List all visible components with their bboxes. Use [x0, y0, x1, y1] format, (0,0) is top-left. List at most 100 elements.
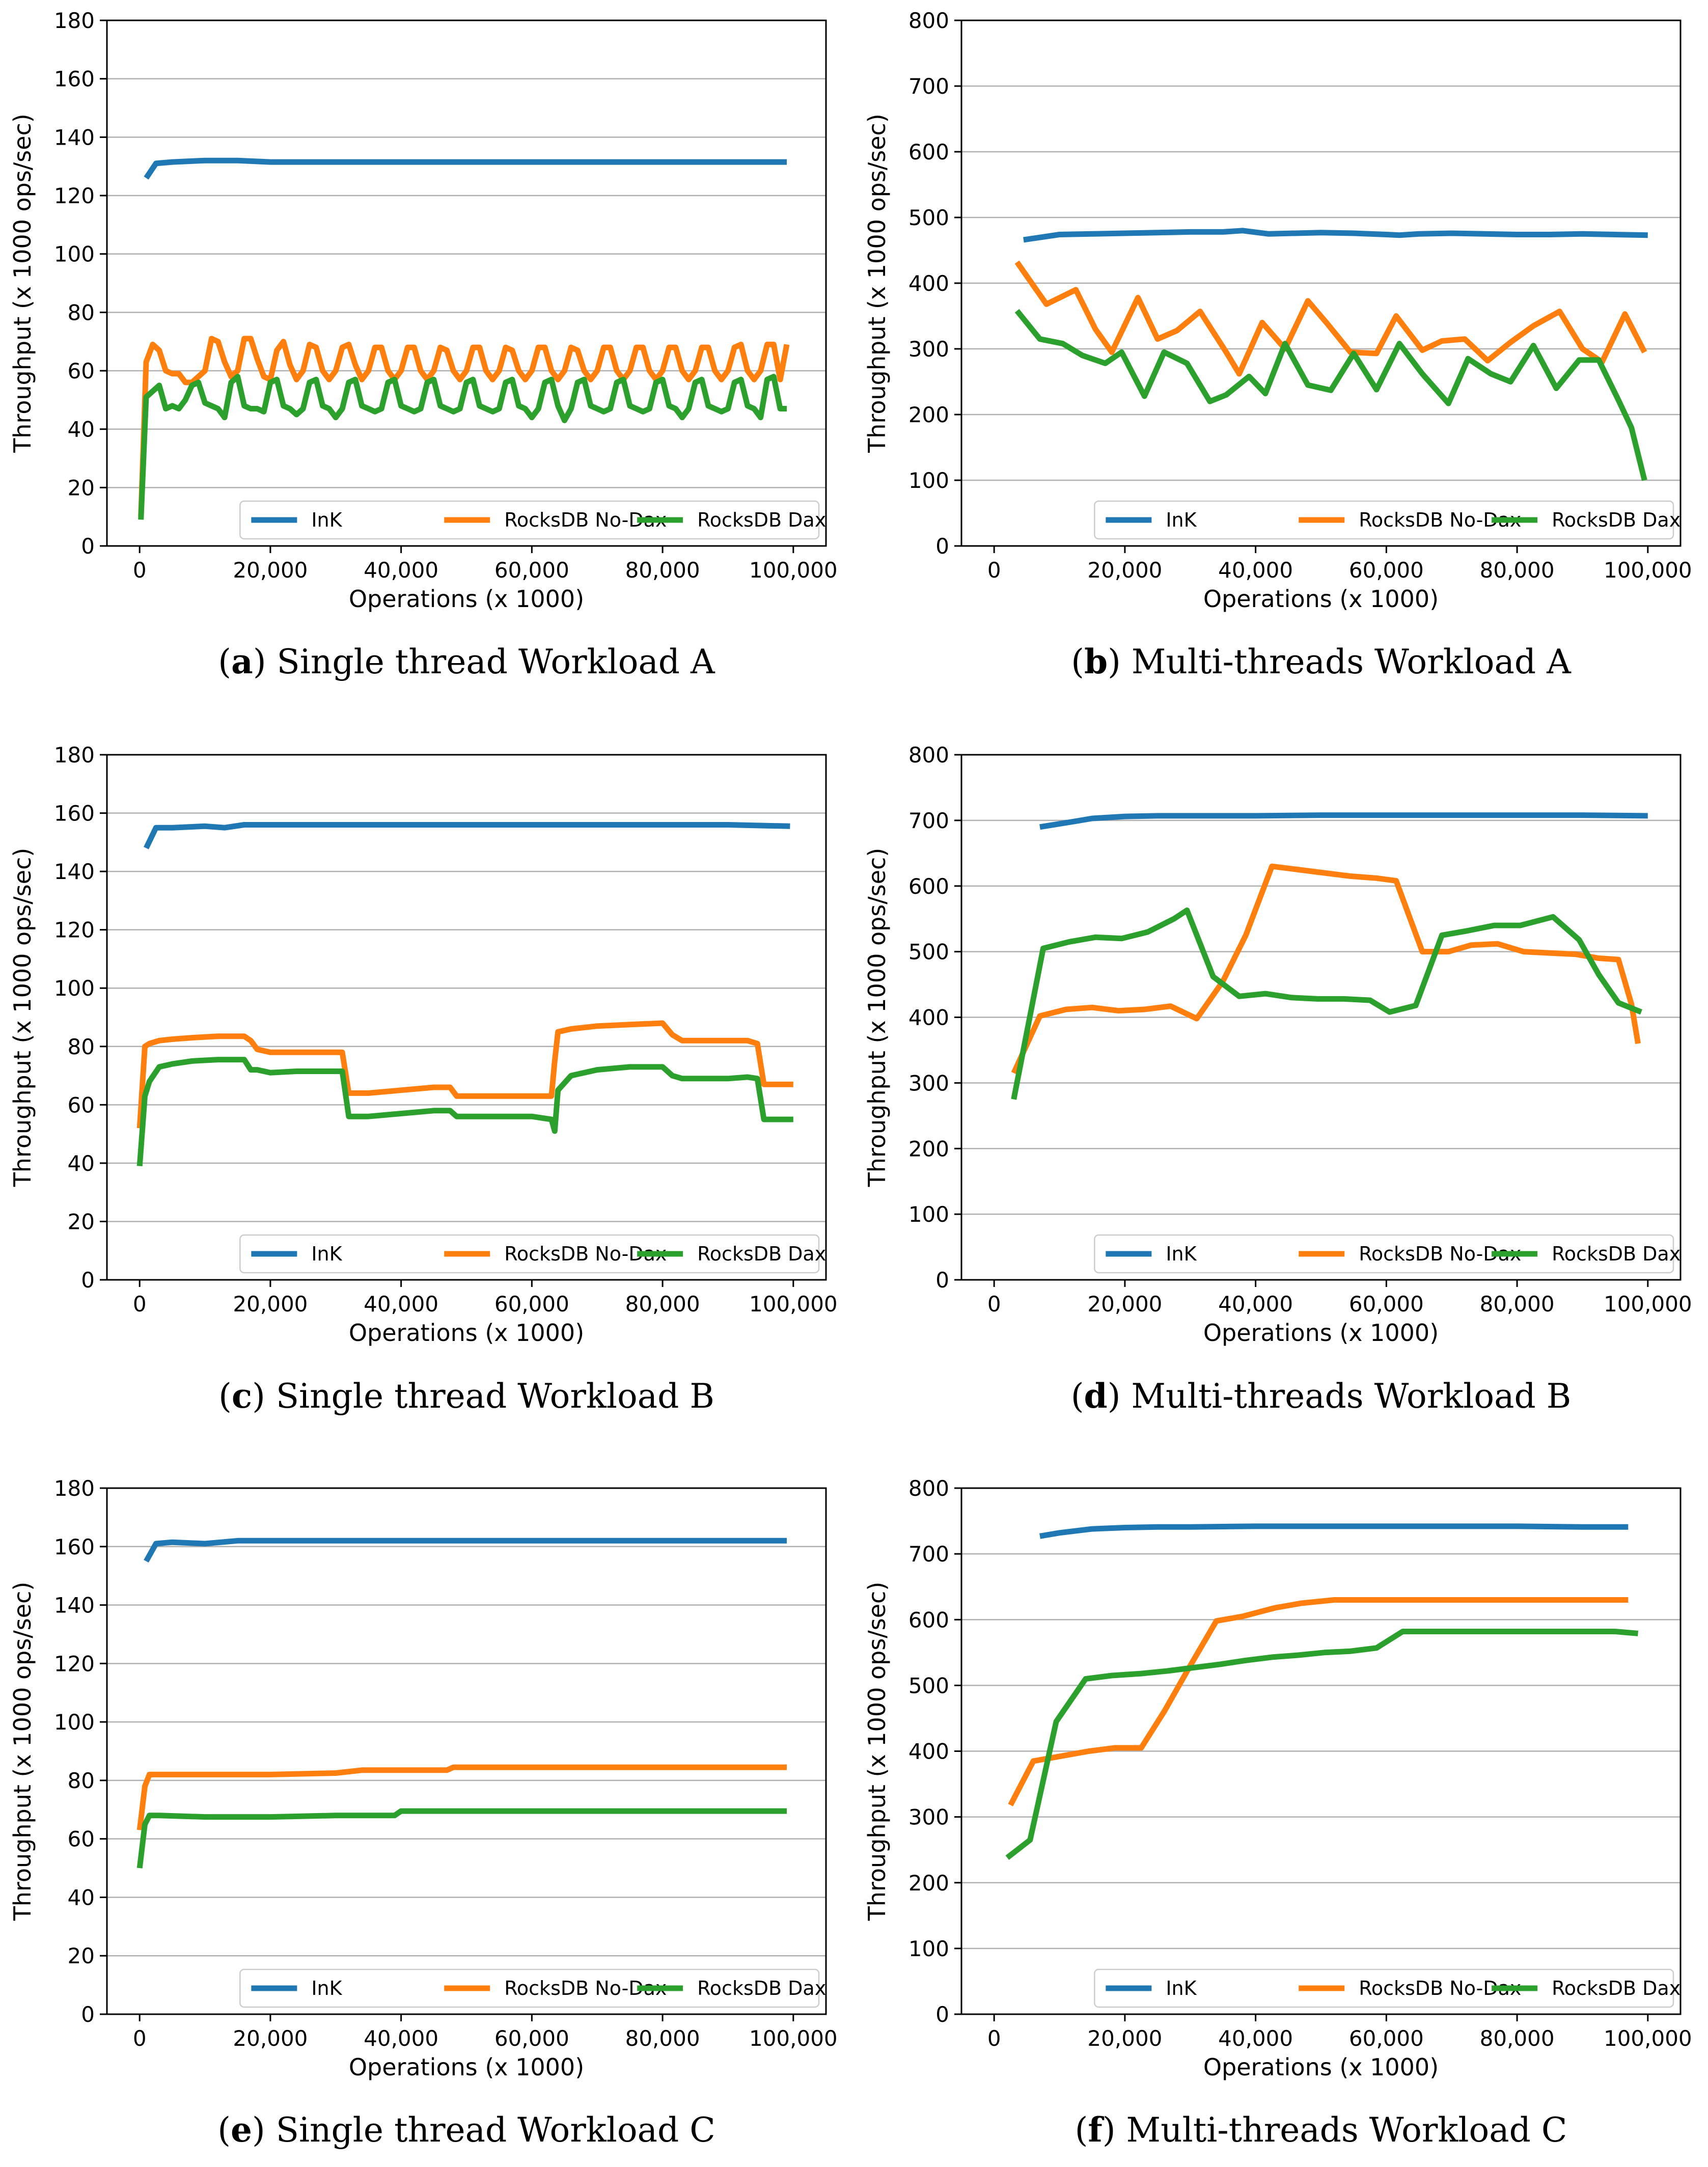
legend-label: InK	[1166, 509, 1197, 531]
y-tick-label: 60	[68, 359, 95, 383]
y-tick-label: 300	[908, 1805, 949, 1830]
chart-panel-f: 0 100 200 300 400 500 600 700 800 0 20,000 40,000 60…	[863, 1476, 1692, 2150]
x-tick-label: 20,000	[233, 2026, 308, 2051]
caption-paren: (	[217, 2110, 231, 2150]
legend-box	[1094, 1234, 1674, 1274]
caption-text: ) Single thread Workload C	[252, 2110, 715, 2150]
y-tick-label: 500	[908, 940, 949, 965]
y-tick-label: 20	[68, 1943, 95, 1968]
plot-frame	[106, 1487, 827, 2015]
legend-label: RocksDB Dax	[697, 509, 826, 531]
legend-label: RocksDB Dax	[1552, 509, 1681, 531]
legend-label: RocksDB Dax	[1552, 1243, 1681, 1265]
legend-label: InK	[311, 509, 342, 531]
y-tick-label: 180	[54, 8, 95, 33]
y-tick-label: 400	[908, 1739, 949, 1764]
y-tick-label: 100	[54, 242, 95, 267]
x-axis-label: Operations (x 1000)	[1203, 2053, 1439, 2081]
legend-label: RocksDB Dax	[1552, 1977, 1681, 1999]
legend-box	[1094, 1968, 1674, 2008]
y-tick-label: 0	[81, 1268, 95, 1293]
series-line-rocksdb-dax	[138, 374, 787, 520]
series-line-rocksdb-no-dax	[1011, 863, 1641, 1075]
x-tick-label: 0	[133, 2026, 147, 2051]
y-tick-label: 400	[908, 1005, 949, 1030]
legend: InK RocksDB No-Dax RocksDB Dax	[1094, 1968, 1681, 2008]
x-tick-label: 40,000	[364, 558, 438, 583]
series-line-rocksdb-no-dax	[1008, 1597, 1629, 1806]
chart-caption: (e) Single thread Workload C	[217, 2110, 715, 2150]
x-tick-label: 80,000	[625, 2026, 700, 2051]
series-line-ink	[1039, 812, 1648, 830]
caption-text: ) Multi-threads Workload B	[1108, 1377, 1572, 1416]
y-tick-label: 180	[54, 743, 95, 767]
legend-box	[239, 500, 820, 540]
x-tick-label: 20,000	[233, 1292, 308, 1316]
caption-text: ) Single thread Workload A	[253, 642, 715, 681]
x-tick-label: 20,000	[1087, 2026, 1162, 2051]
caption-letter: d	[1084, 1376, 1108, 1416]
y-tick-label: 160	[54, 1534, 95, 1559]
y-tick-label: 20	[68, 1209, 95, 1234]
legend: InK RocksDB No-Dax RocksDB Dax	[239, 1968, 826, 2008]
legend-label: InK	[311, 1977, 342, 1999]
x-tick-label: 100,000	[1604, 558, 1692, 583]
series-line-rocksdb-dax	[1011, 907, 1643, 1100]
y-tick-label: 40	[68, 1885, 95, 1910]
y-tick-label: 80	[68, 1034, 95, 1059]
y-tick-label: 60	[68, 1827, 95, 1852]
y-tick-label: 80	[68, 300, 95, 325]
series-line-ink	[144, 157, 787, 180]
x-tick-label: 60,000	[1349, 2026, 1424, 2051]
chart-caption: (b) Multi-threads Workload A	[1071, 642, 1572, 681]
x-tick-label: 60,000	[1349, 1292, 1424, 1316]
plot-frame	[960, 754, 1682, 1281]
legend-box	[1094, 500, 1674, 540]
y-tick-label: 160	[54, 67, 95, 92]
y-tick-label: 800	[908, 1476, 949, 1501]
y-tick-label: 160	[54, 801, 95, 826]
legend: InK RocksDB No-Dax RocksDB Dax	[239, 500, 826, 540]
x-tick-label: 0	[987, 1292, 1001, 1316]
series-line-rocksdb-dax	[1005, 1629, 1639, 1860]
chart-panel-e: 0 20 40 60 80 100 120 140 160 180 0 20,000 40,000 60,…	[9, 1476, 838, 2150]
x-tick-label: 0	[987, 558, 1001, 583]
series-line-rocksdb-no-dax	[136, 1764, 787, 1831]
x-tick-label: 100,000	[1604, 1292, 1692, 1316]
y-tick-label: 180	[54, 1476, 95, 1501]
x-tick-label: 20,000	[1087, 558, 1162, 583]
x-tick-label: 0	[133, 1292, 147, 1316]
legend-label: RocksDB Dax	[697, 1977, 826, 1999]
legend: InK RocksDB No-Dax RocksDB Dax	[1094, 500, 1681, 540]
y-tick-label: 120	[54, 183, 95, 208]
x-tick-label: 40,000	[364, 1292, 438, 1316]
x-axis-label: Operations (x 1000)	[1203, 1319, 1439, 1347]
caption-text: ) Multi-threads Workload C	[1103, 2110, 1567, 2150]
legend: InK RocksDB No-Dax RocksDB Dax	[1094, 1234, 1681, 1274]
y-tick-label: 800	[908, 743, 949, 767]
series-line-ink	[144, 822, 790, 849]
legend-label: InK	[1166, 1243, 1197, 1265]
legend-box	[239, 1234, 820, 1274]
chart-caption: (c) Single thread Workload B	[218, 1376, 714, 1416]
series-line-rocksdb-dax	[1014, 309, 1647, 481]
chart-caption: (d) Multi-threads Workload B	[1071, 1376, 1571, 1416]
x-tick-label: 0	[133, 558, 147, 583]
series-line-rocksdb-dax	[136, 1808, 787, 1869]
y-tick-label: 100	[908, 1936, 949, 1961]
caption-letter: f	[1088, 2110, 1104, 2150]
x-axis-label: Operations (x 1000)	[1203, 585, 1439, 613]
y-tick-label: 100	[908, 468, 949, 493]
y-tick-label: 700	[908, 808, 949, 833]
x-axis-label: Operations (x 1000)	[349, 585, 584, 613]
chart-panel-c: 0 20 40 60 80 100 120 140 160 180 0 20,000 40,000 60,…	[9, 743, 838, 1416]
caption-paren: (	[218, 1377, 232, 1416]
y-tick-label: 600	[908, 1607, 949, 1632]
chart-caption: (a) Single thread Workload A	[218, 642, 715, 681]
y-axis-label: Throughput (x 1000 ops/sec)	[863, 1582, 891, 1922]
y-tick-label: 80	[68, 1768, 95, 1793]
x-tick-label: 80,000	[1480, 1292, 1555, 1316]
series-line-rocksdb-no-dax	[136, 1020, 793, 1129]
caption-letter: e	[231, 2110, 252, 2150]
